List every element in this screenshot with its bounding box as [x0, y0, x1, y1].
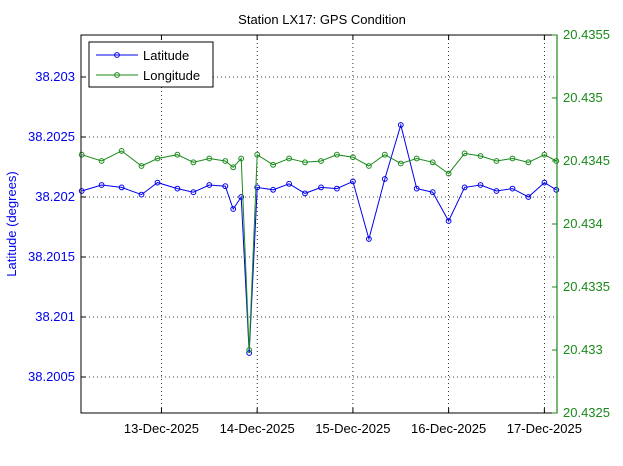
data-point: [445, 218, 452, 224]
data-point: [366, 236, 372, 242]
data-point: [477, 153, 484, 159]
data-point: [302, 159, 308, 166]
legend-swatch-marker: [114, 52, 120, 58]
y-right-tick-label: 20.4345: [563, 153, 610, 168]
data-point: [286, 180, 293, 187]
data-point: [334, 185, 340, 192]
data-point: [397, 122, 404, 128]
y-right-tick-label: 20.434: [563, 216, 603, 231]
data-point: [230, 164, 237, 171]
legend-box: [88, 41, 214, 88]
plot-frame: [80, 34, 558, 414]
data-point: [493, 158, 500, 164]
data-point: [413, 155, 420, 162]
data-point: [270, 161, 277, 168]
data-point: [445, 170, 452, 177]
data-point: [78, 188, 85, 194]
data-point: [334, 151, 340, 158]
data-point: [302, 190, 308, 197]
y-left-tick-label: 38.201: [35, 309, 75, 324]
chart-title: Station LX17: GPS Condition: [238, 12, 406, 27]
data-point: [350, 154, 356, 161]
data-point: [397, 160, 404, 167]
data-point: [286, 155, 293, 162]
series-layer: [78, 122, 560, 356]
data-point: [477, 182, 484, 188]
data-point: [190, 189, 197, 196]
data-point: [381, 176, 388, 182]
data-point: [509, 185, 516, 192]
data-point: [525, 159, 532, 166]
series-line-2: [81, 150, 557, 351]
data-point: [493, 188, 500, 194]
y-left-tick-label: 38.2015: [28, 249, 75, 264]
y-left-tick-label: 38.203: [35, 69, 75, 84]
y-left-tick-label: 38.2005: [28, 369, 75, 384]
data-point: [78, 151, 85, 158]
data-point: [413, 185, 420, 192]
data-point: [461, 150, 468, 157]
data-point: [318, 158, 324, 164]
data-point: [541, 179, 548, 186]
data-point: [350, 178, 356, 185]
data-point: [174, 185, 181, 192]
x-tick-label: 16-Dec-2025: [411, 421, 486, 436]
data-point: [138, 163, 145, 169]
data-point: [246, 350, 253, 356]
axis-layer: 13-Dec-2025 14-Dec-2025 15-Dec-2025 16-Dec-…: [28, 27, 610, 436]
x-tick-label: 13-Dec-2025: [124, 421, 199, 436]
x-tick-label: 14-Dec-2025: [220, 421, 295, 436]
y-right-tick-label: 20.435: [563, 90, 603, 105]
y-right-tick-label: 20.433: [563, 342, 603, 357]
data-point: [553, 186, 560, 193]
data-point: [118, 148, 125, 154]
data-point: [525, 194, 532, 200]
y-axis-left-label: Latitude (degrees): [4, 171, 19, 277]
data-point: [238, 194, 245, 200]
data-point: [381, 151, 388, 158]
x-tick-label: 17-Dec-2025: [507, 421, 582, 436]
data-point: [509, 155, 516, 162]
data-point: [254, 184, 261, 191]
y-right-tick-label: 20.4325: [563, 405, 610, 420]
legend-swatch-marker: [114, 72, 120, 78]
x-tick-label: 15-Dec-2025: [315, 421, 390, 436]
data-point: [270, 186, 277, 193]
data-point: [206, 182, 213, 188]
data-point: [318, 184, 324, 191]
data-point: [98, 158, 105, 164]
data-point: [222, 158, 229, 164]
data-point: [154, 179, 161, 186]
data-point: [254, 151, 261, 158]
data-point: [206, 155, 213, 162]
legend: Latitude Longitude: [88, 41, 214, 88]
y-right-tick-label: 20.4355: [563, 27, 610, 42]
data-point: [541, 151, 548, 158]
data-point: [246, 347, 253, 353]
y-left-tick-label: 38.2025: [28, 129, 75, 144]
data-point: [429, 189, 436, 196]
data-point: [154, 155, 161, 162]
data-point: [138, 191, 145, 198]
data-point: [429, 159, 436, 166]
data-point: [238, 155, 245, 162]
y-right-tick-label: 20.4335: [563, 279, 610, 294]
data-point: [98, 182, 105, 188]
data-point: [222, 183, 229, 190]
data-point: [174, 151, 181, 158]
data-point: [366, 163, 372, 169]
data-point: [190, 159, 197, 166]
data-point: [461, 184, 468, 191]
data-point: [118, 184, 125, 191]
legend-entry: Longitude: [143, 68, 200, 83]
y-left-tick-label: 38.202: [35, 189, 75, 204]
data-point: [230, 206, 237, 212]
legend-entry: Latitude: [143, 48, 189, 63]
grid-lines: [81, 35, 557, 413]
